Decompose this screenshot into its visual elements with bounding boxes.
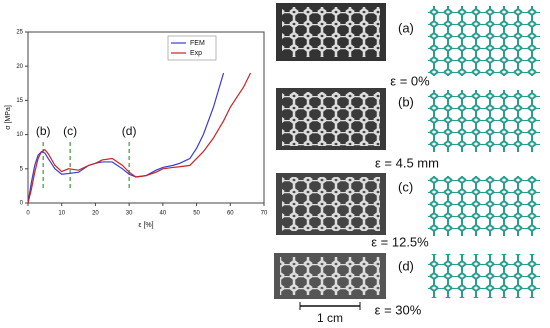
series-line: [27, 72, 252, 204]
models: [428, 6, 540, 298]
annotation-label: (b): [36, 124, 51, 138]
plot-frame: [27, 31, 265, 204]
x-tick-label: 40: [160, 211, 167, 217]
x-tick-label: 70: [261, 211, 268, 217]
strain-label: ε = 4.5 mm: [375, 155, 439, 170]
legend-label: Exp: [190, 50, 202, 57]
x-tick-label: 30: [126, 211, 133, 217]
x-tick-label: 50: [193, 211, 200, 217]
x-tick-label: 0: [26, 211, 30, 217]
annotation-label: (d): [122, 124, 137, 138]
series-line: [27, 72, 225, 204]
panel-label: (a): [398, 20, 414, 35]
y-axis-label: σ [MPa]: [5, 105, 12, 130]
photos: [274, 3, 386, 310]
panel-label: (b): [398, 94, 414, 109]
x-tick-label: 20: [92, 211, 99, 217]
panel-label: (d): [398, 258, 414, 273]
y-tick-label: 15: [16, 98, 23, 104]
annotation-label: (c): [63, 124, 77, 138]
strain-label: ε = 12.5%: [371, 234, 429, 249]
x-tick-label: 10: [58, 211, 65, 217]
legend-label: FEM: [190, 40, 205, 47]
scale-bar-label: 1 cm: [317, 311, 343, 325]
legend-box: [167, 35, 217, 61]
strain-label: ε = 30%: [375, 302, 422, 317]
y-tick-label: 20: [16, 64, 23, 70]
y-tick-label: 10: [16, 132, 23, 138]
y-tick-label: 25: [16, 30, 23, 36]
y-tick-label: 0: [20, 201, 24, 207]
x-tick-label: 60: [227, 211, 234, 217]
strain-label: ε = 0%: [390, 73, 430, 88]
y-tick-label: 5: [20, 166, 24, 172]
x-axis-label: ε [%]: [138, 222, 153, 229]
panel-label: (c): [398, 179, 413, 194]
